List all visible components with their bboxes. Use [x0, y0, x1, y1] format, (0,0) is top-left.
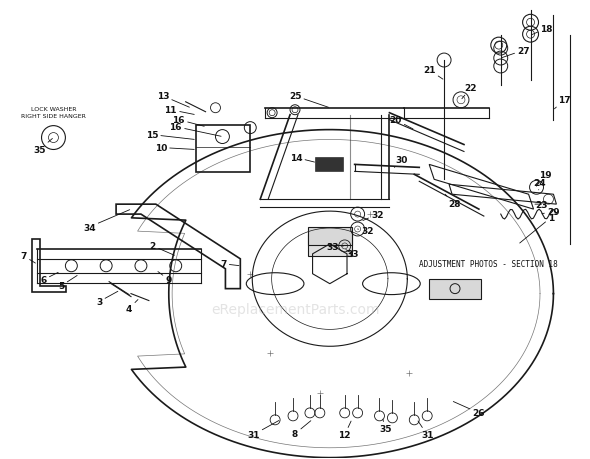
FancyBboxPatch shape — [315, 158, 343, 172]
Text: 16: 16 — [172, 116, 204, 127]
Text: 34: 34 — [83, 210, 130, 232]
Text: 35: 35 — [33, 139, 53, 155]
Text: 31: 31 — [247, 420, 279, 439]
Text: 32: 32 — [363, 210, 384, 221]
Text: 11: 11 — [165, 106, 194, 115]
Text: 8: 8 — [292, 421, 311, 438]
Text: eReplacementParts.com: eReplacementParts.com — [211, 302, 379, 316]
Text: 21: 21 — [423, 66, 443, 80]
Text: 2: 2 — [150, 242, 175, 256]
Text: 28: 28 — [445, 195, 460, 208]
Text: 7: 7 — [21, 252, 35, 263]
FancyBboxPatch shape — [308, 228, 352, 246]
Text: 12: 12 — [339, 421, 351, 439]
Text: 27: 27 — [502, 46, 530, 58]
Text: LOCK WASHER
RIGHT SIDE HANGER: LOCK WASHER RIGHT SIDE HANGER — [21, 107, 86, 118]
Text: 26: 26 — [453, 402, 485, 418]
FancyBboxPatch shape — [308, 235, 352, 256]
Text: 33: 33 — [346, 250, 359, 259]
Text: 1: 1 — [520, 213, 555, 244]
Text: 31: 31 — [418, 421, 434, 439]
Text: ADJUSTMENT PHOTOS - SECTION 18: ADJUSTMENT PHOTOS - SECTION 18 — [419, 260, 558, 269]
Text: 19: 19 — [536, 170, 552, 187]
Text: 17: 17 — [555, 96, 571, 110]
Text: 10: 10 — [155, 144, 194, 153]
Text: 16: 16 — [169, 123, 221, 137]
Text: 3: 3 — [96, 291, 118, 307]
Text: 25: 25 — [289, 92, 329, 108]
FancyBboxPatch shape — [429, 279, 481, 299]
Text: 9: 9 — [158, 272, 172, 285]
Text: 23: 23 — [535, 200, 548, 209]
Text: 29: 29 — [542, 207, 560, 216]
Text: 5: 5 — [58, 276, 77, 291]
Text: 30: 30 — [394, 156, 408, 168]
Text: 6: 6 — [40, 273, 58, 285]
Text: 32: 32 — [358, 227, 374, 236]
Text: 33: 33 — [326, 243, 343, 252]
Text: 7: 7 — [220, 260, 239, 269]
Text: 18: 18 — [532, 25, 553, 35]
Text: 24: 24 — [533, 179, 546, 190]
Text: 20: 20 — [389, 116, 413, 130]
Text: 4: 4 — [126, 300, 138, 313]
Text: 13: 13 — [156, 92, 189, 108]
Text: 14: 14 — [290, 154, 314, 162]
Text: 15: 15 — [146, 131, 194, 140]
Text: 22: 22 — [462, 84, 477, 100]
Text: 35: 35 — [379, 419, 392, 433]
